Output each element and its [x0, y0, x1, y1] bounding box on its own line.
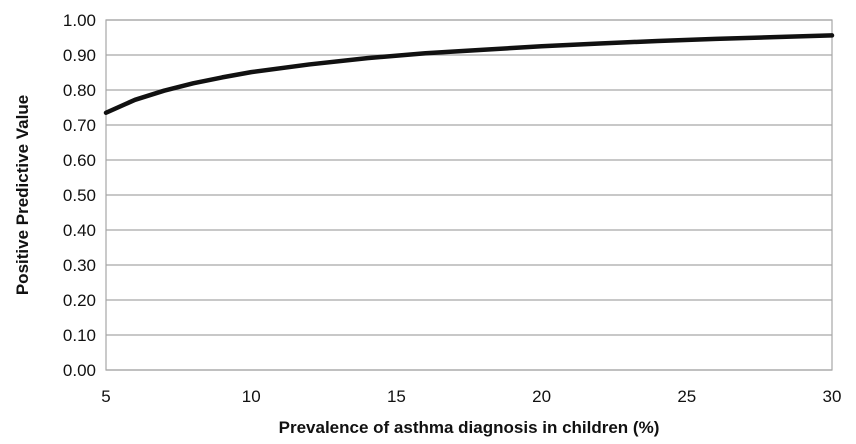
y-axis-tick-labels: 0.00 0.10 0.20 0.30 0.40 0.50 0.60 0.70 0.80 0.90…: [63, 11, 96, 380]
x-tick-label: 30: [823, 387, 842, 406]
y-tick-label: 0.80: [63, 81, 96, 100]
x-tick-label: 5: [101, 387, 110, 406]
x-tick-label: 20: [532, 387, 551, 406]
series-layer: [103, 33, 835, 115]
x-tick-label: 10: [242, 387, 261, 406]
x-tick-label: 25: [677, 387, 696, 406]
x-axis-tick-labels: 5 10 15 20 25 30: [101, 387, 841, 406]
y-tick-label: 0.50: [63, 186, 96, 205]
y-tick-label: 0.00: [63, 361, 96, 380]
y-axis-title: Positive Predictive Value: [13, 95, 32, 295]
y-tick-label: 0.40: [63, 221, 96, 240]
y-tick-label: 0.30: [63, 256, 96, 275]
y-tick-label: 0.60: [63, 151, 96, 170]
plot-area-frame: [105, 19, 833, 371]
series-line: [103, 33, 835, 115]
y-tick-label: 0.70: [63, 116, 96, 135]
x-tick-label: 15: [387, 387, 406, 406]
x-axis-title: Prevalence of asthma diagnosis in childr…: [279, 418, 660, 437]
y-tick-label: 1.00: [63, 11, 96, 30]
gridlines: [106, 19, 832, 371]
y-tick-label: 0.10: [63, 326, 96, 345]
y-tick-label: 0.90: [63, 46, 96, 65]
y-tick-label: 0.20: [63, 291, 96, 310]
